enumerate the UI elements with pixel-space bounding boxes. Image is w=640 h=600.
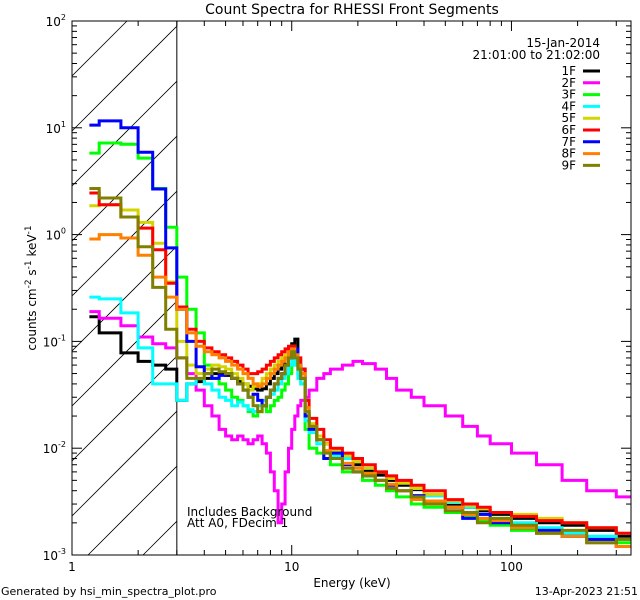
y-tick-label-exponent: 1 xyxy=(61,120,66,129)
y-tick-label: 10-2 xyxy=(43,440,66,456)
footer-generated-by: Generated by hsi_min_spectra_plot.pro xyxy=(1,585,217,598)
x-tick-label: 10 xyxy=(284,560,299,574)
y-tick-label-exponent: 0 xyxy=(61,227,66,236)
x-axis-label: Energy (keV) xyxy=(313,576,390,590)
legend-label: 4F xyxy=(561,99,576,113)
y-axis-label-text: counts cm xyxy=(25,288,39,350)
y-tick-label: 10-1 xyxy=(43,333,66,349)
y-tick-label-exponent: 2 xyxy=(61,13,66,22)
legend-label: 6F xyxy=(561,123,576,137)
y-axis-label-text: s xyxy=(25,269,39,279)
y-axis-label: counts cm-2 s-1 keV-1 xyxy=(24,225,39,350)
y-tick-label-base: 10 xyxy=(46,15,61,29)
y-tick-label-base: 10 xyxy=(46,229,61,243)
hatch-line xyxy=(72,80,177,187)
hatch-line xyxy=(72,135,177,242)
series-line-6F xyxy=(89,191,631,535)
y-tick-label-exponent: -3 xyxy=(58,547,66,556)
hatch-line xyxy=(72,245,177,352)
annotation-background: Includes Background xyxy=(187,505,312,519)
annotation-attenuator: Att A0, FDecim 1 xyxy=(187,516,288,530)
y-tick-label-base: 10 xyxy=(43,442,58,456)
series-line-9F xyxy=(89,187,631,545)
legend-label: 3F xyxy=(561,88,576,102)
y-tick-label-base: 10 xyxy=(43,335,58,349)
y-tick-label-exponent: -2 xyxy=(58,440,66,449)
x-tick-label: 1 xyxy=(68,560,76,574)
hatch-line xyxy=(72,190,177,297)
legend-label: 2F xyxy=(561,76,576,90)
legend-label: 5F xyxy=(561,111,576,125)
excluded-region-hatch xyxy=(72,21,177,555)
footer-timestamp: 13-Apr-2023 21:51 xyxy=(535,585,638,598)
y-axis-label-text: keV xyxy=(25,234,39,261)
hatch-line xyxy=(72,21,128,77)
legend-date: 15-Jan-2014 xyxy=(526,36,600,50)
y-tick-label: 102 xyxy=(46,13,66,29)
y-tick-label-exponent: -1 xyxy=(58,333,66,342)
y-tick-label-base: 10 xyxy=(46,122,61,136)
y-tick-label: 101 xyxy=(46,120,66,136)
hatch-line xyxy=(72,355,177,462)
x-tick-label: 100 xyxy=(500,560,523,574)
legend-label: 1F xyxy=(561,64,576,78)
hatch-line xyxy=(142,520,177,555)
y-axis-label-exponent: -1 xyxy=(24,260,34,269)
y-axis-label-exponent: -2 xyxy=(24,279,34,288)
legend-label: 8F xyxy=(561,147,576,161)
y-tick-label-base: 10 xyxy=(43,549,58,563)
legend-label: 9F xyxy=(561,158,576,172)
y-axis-label-exponent: -1 xyxy=(24,225,34,234)
series-line-2F xyxy=(89,310,631,525)
series-group xyxy=(89,119,631,548)
y-tick-label: 10-3 xyxy=(43,547,66,563)
chart-title: Count Spectra for RHESSI Front Segments xyxy=(205,2,499,18)
hatch-line xyxy=(72,25,177,132)
legend-label: 7F xyxy=(561,135,576,149)
legend-time-range: 21:01:00 to 21:02:00 xyxy=(473,48,600,62)
plot-frame xyxy=(71,20,632,556)
y-tick-label: 100 xyxy=(46,227,66,243)
x-tick-labels: 1 10 100 xyxy=(68,560,523,574)
hatch-line xyxy=(72,410,177,517)
hatch-line xyxy=(87,465,177,555)
